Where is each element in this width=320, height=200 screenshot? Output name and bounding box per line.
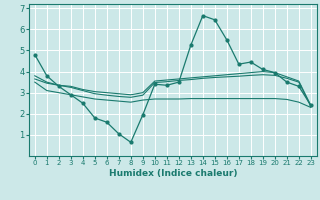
X-axis label: Humidex (Indice chaleur): Humidex (Indice chaleur) xyxy=(108,169,237,178)
